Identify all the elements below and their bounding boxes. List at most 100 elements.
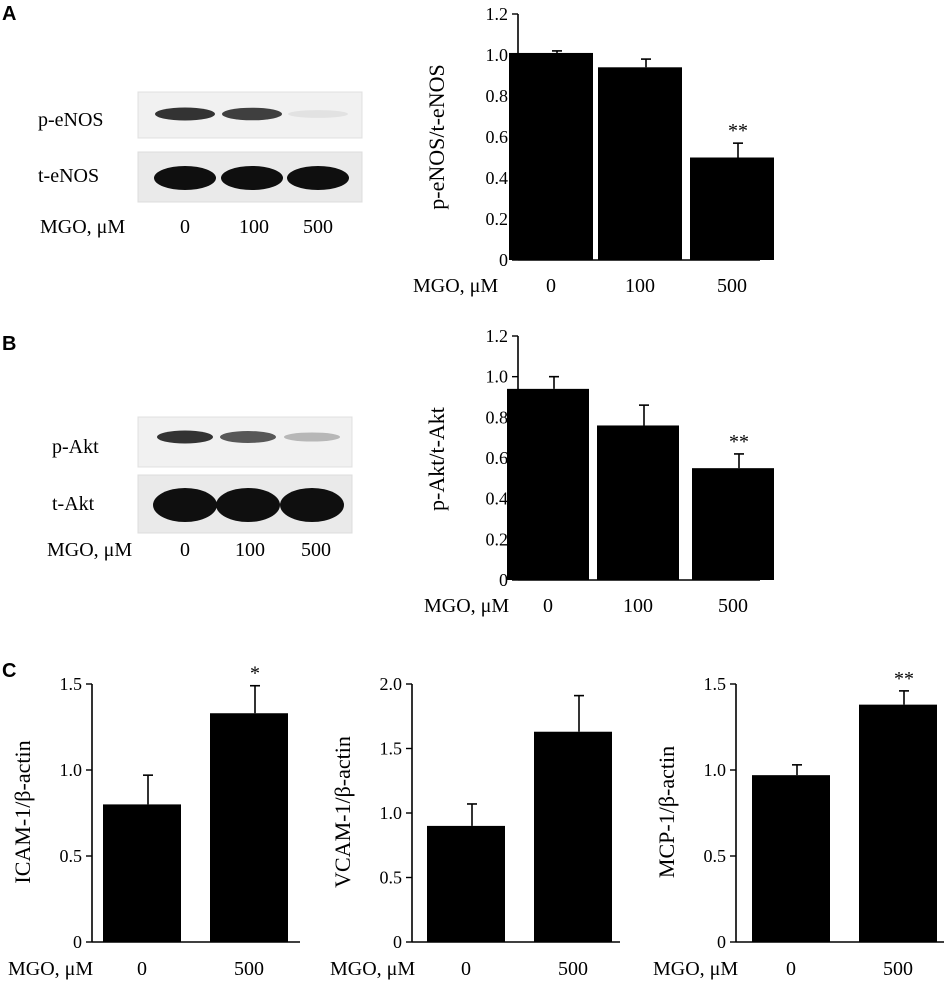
blot-b-band-row2-lane-1 [153, 488, 217, 522]
blot-a-bands-1 [155, 107, 348, 121]
C1-chart-ytick-label-3: 1.5 [60, 674, 83, 694]
blot-a-lane-1: 0 [180, 216, 190, 238]
C2-chart-bar-0 [427, 825, 505, 942]
B-chart-category-label-1: 100 [623, 595, 653, 617]
panel-letter-a: A [2, 3, 16, 25]
blot-a-bands-2 [154, 166, 349, 190]
blot-b-band-row2-lane-3 [280, 488, 344, 522]
B-chart-ytick-label-1: 0.2 [486, 529, 509, 549]
B-chart-ytick-label-4: 0.8 [486, 407, 509, 427]
blot-b: p-Akt t-Akt MGO, μM 0 100 500 [47, 416, 353, 561]
blot-a-lane-2: 100 [239, 216, 269, 238]
C2-chart-ytick-label-4: 2.0 [380, 674, 403, 694]
A-chart-ytick-label-4: 0.8 [486, 86, 509, 106]
B-chart-category-label-2: 500 [718, 595, 748, 617]
blot-b-row-label-1: p-Akt [52, 436, 99, 458]
blot-a-row-label-2: t-eNOS [38, 165, 99, 187]
A-chart-category-label-1: 100 [625, 275, 655, 297]
blot-b-bands-2 [153, 488, 344, 522]
C2-chart-ytick-label-0: 0 [393, 932, 402, 952]
blot-b-row-label-2: t-Akt [52, 493, 95, 515]
C2-chart-category-label-0: 0 [461, 958, 471, 980]
A-chart-bar-2 [690, 157, 774, 260]
C1-chart-significance-1: * [250, 663, 260, 685]
blot-a-band-row1-lane-2 [222, 107, 282, 121]
blot-a-lane-3: 500 [303, 216, 333, 238]
C1-chart-ytick-label-1: 0.5 [60, 846, 83, 866]
C2-chart-bar-1 [534, 731, 612, 942]
A-chart-category-label-2: 500 [717, 275, 747, 297]
A-chart-x-label: MGO, μM [413, 275, 498, 297]
B-chart-category-label-0: 0 [543, 595, 553, 617]
blot-a-band-row2-lane-1 [154, 166, 216, 190]
blot-b-lane-3: 500 [301, 539, 331, 561]
A-chart-significance-2: ** [728, 120, 748, 142]
B-chart-ytick-label-3: 0.6 [486, 448, 509, 468]
C1-chart: 0 0.5 1.0 1.5 0 * 500 MGO, μM ICAM-1/β-actin [8, 663, 300, 980]
blot-a-band-row2-lane-2 [221, 166, 283, 190]
B-chart-x-label: MGO, μM [424, 595, 509, 617]
C3-chart-bar-1 [859, 704, 937, 942]
blot-b-band-row1-lane-1 [157, 430, 213, 444]
A-chart-ytick-label-3: 0.6 [486, 127, 509, 147]
blot-a-row-label-1: p-eNOS [38, 109, 104, 131]
A-chart-bar-0 [509, 52, 593, 261]
panel-letter-c: C [2, 660, 16, 682]
C3-chart: 0 0.5 1.0 1.5 0 ** 500 MGO, μM MCP-1/β-actin [653, 668, 944, 980]
blot-b-band-row1-lane-2 [220, 431, 276, 443]
B-chart-ytick-label-5: 1.0 [486, 367, 509, 387]
C3-chart-significance-1: ** [894, 668, 914, 690]
B-chart-bar-0 [507, 388, 589, 580]
C3-chart-category-label-1: 500 [883, 958, 913, 980]
A-chart-ytick-label-6: 1.2 [486, 4, 509, 24]
C1-chart-x-label: MGO, μM [8, 958, 93, 980]
C2-chart-y-label: VCAM-1/β-actin [330, 736, 355, 888]
B-chart-ytick-label-6: 1.2 [486, 326, 509, 346]
blot-b-lane-2: 100 [235, 539, 265, 561]
blot-b-lane-1: 0 [180, 539, 190, 561]
C2-chart-ytick-label-3: 1.5 [380, 739, 403, 759]
blot-b-bands-1 [157, 430, 340, 444]
C3-chart-bar-0 [752, 775, 830, 942]
B-chart-ytick-label-0: 0 [499, 570, 508, 590]
A-chart-ytick-label-0: 0 [499, 250, 508, 270]
blot-a-x-label: MGO, μM [40, 216, 125, 238]
C3-chart-x-label: MGO, μM [653, 958, 738, 980]
blot-b-x-label: MGO, μM [47, 539, 132, 561]
A-chart: 0 0.2 0.4 0.6 0.8 1.0 1.2 0 100 ** 500 MGO, μM p-eNO… [413, 4, 774, 297]
B-chart-significance-2: ** [729, 431, 749, 453]
C1-chart-category-label-1: 500 [234, 958, 264, 980]
A-chart-y-label: p-eNOS/t-eNOS [424, 64, 449, 209]
C1-chart-bar-1 [210, 713, 288, 942]
C2-chart-category-label-1: 500 [558, 958, 588, 980]
A-chart-category-label-0: 0 [546, 275, 556, 297]
C1-chart-bar-0 [103, 804, 181, 942]
blot-a: p-eNOS t-eNOS MGO, μM 0 100 500 [38, 91, 363, 238]
B-chart-bar-2 [692, 468, 774, 580]
blot-b-band-row2-lane-2 [216, 488, 280, 522]
C3-chart-ytick-label-3: 1.5 [704, 674, 727, 694]
C2-chart-x-label: MGO, μM [330, 958, 415, 980]
C3-chart-ytick-label-2: 1.0 [704, 760, 727, 780]
B-chart-y-label: p-Akt/t-Akt [424, 407, 449, 511]
A-chart-bar-1 [598, 67, 682, 260]
blot-b-band-row1-lane-3 [284, 432, 340, 442]
A-chart-ytick-label-1: 0.2 [486, 209, 509, 229]
C1-chart-category-label-0: 0 [137, 958, 147, 980]
B-chart-ytick-label-2: 0.4 [486, 489, 509, 509]
C3-chart-category-label-0: 0 [786, 958, 796, 980]
C3-chart-ytick-label-1: 0.5 [704, 846, 727, 866]
panel-letter-b: B [2, 333, 16, 355]
C1-chart-y-label: ICAM-1/β-actin [10, 740, 35, 883]
C2-chart-ytick-label-2: 1.0 [380, 803, 403, 823]
blot-a-band-row1-lane-3 [288, 110, 348, 118]
C1-chart-ytick-label-0: 0 [73, 932, 82, 952]
A-chart-ytick-label-2: 0.4 [486, 168, 509, 188]
C3-chart-y-label: MCP-1/β-actin [654, 746, 679, 878]
B-chart-bar-1 [597, 425, 679, 580]
B-chart: 0 0.2 0.4 0.6 0.8 1.0 1.2 0 100 ** 500 MGO, μM p-Akt… [424, 326, 774, 617]
A-chart-ytick-label-5: 1.0 [486, 45, 509, 65]
blot-a-band-row2-lane-3 [287, 166, 349, 190]
